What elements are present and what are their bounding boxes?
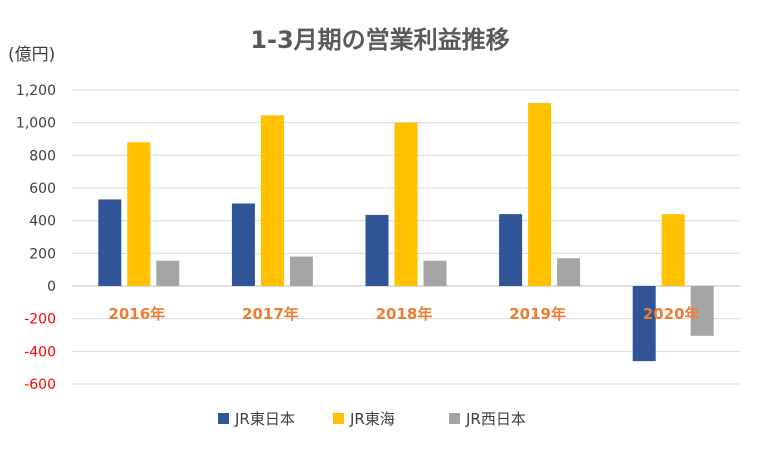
legend-label: JR西日本: [465, 410, 526, 428]
y-tick-label: 200: [29, 246, 56, 262]
bars: [98, 103, 714, 362]
legend-swatch: [333, 413, 344, 424]
bar: [499, 214, 523, 286]
bar: [394, 122, 418, 287]
category-label: 2020年: [643, 305, 700, 323]
y-tick-label: -200: [24, 312, 56, 328]
y-axis-ticks: 1,200 1,000 800 600 400 200 0 -200 -400 -600: [16, 83, 56, 393]
category-label: 2019年: [509, 305, 566, 323]
y-tick-label: 1,000: [16, 116, 56, 132]
bar: [557, 258, 581, 286]
y-tick-label: 800: [29, 148, 56, 164]
legend-swatch: [218, 413, 229, 424]
chart-title: 1-3月期の営業利益推移: [250, 26, 509, 54]
y-tick-label: 600: [29, 181, 56, 197]
y-axis-unit-label: (億円): [8, 45, 55, 65]
bar: [98, 199, 122, 286]
category-label: 2017年: [242, 305, 299, 323]
category-label: 2018年: [376, 305, 433, 323]
legend-label: JR東海: [349, 410, 395, 428]
category-labels: 2016年 2017年 2018年 2019年 2020年: [108, 305, 699, 323]
bar: [528, 103, 552, 286]
bar: [632, 286, 656, 362]
bar: [127, 142, 151, 286]
bar: [690, 286, 714, 336]
bar: [423, 260, 447, 286]
bar: [231, 203, 255, 286]
bar: [260, 115, 284, 286]
legend-label: JR東日本: [234, 410, 295, 428]
y-tick-label: -600: [24, 377, 56, 393]
y-tick-label: -400: [24, 344, 56, 360]
y-tick-label: 0: [47, 279, 56, 295]
bar: [365, 214, 389, 286]
y-tick-label: 1,200: [16, 83, 56, 99]
legend: JR東日本 JR東海 JR西日本: [218, 410, 526, 428]
legend-swatch: [449, 413, 460, 424]
bar: [156, 260, 180, 286]
bar: [661, 214, 685, 286]
bar: [289, 256, 313, 286]
category-label: 2016年: [108, 305, 165, 323]
y-tick-label: 400: [29, 214, 56, 230]
